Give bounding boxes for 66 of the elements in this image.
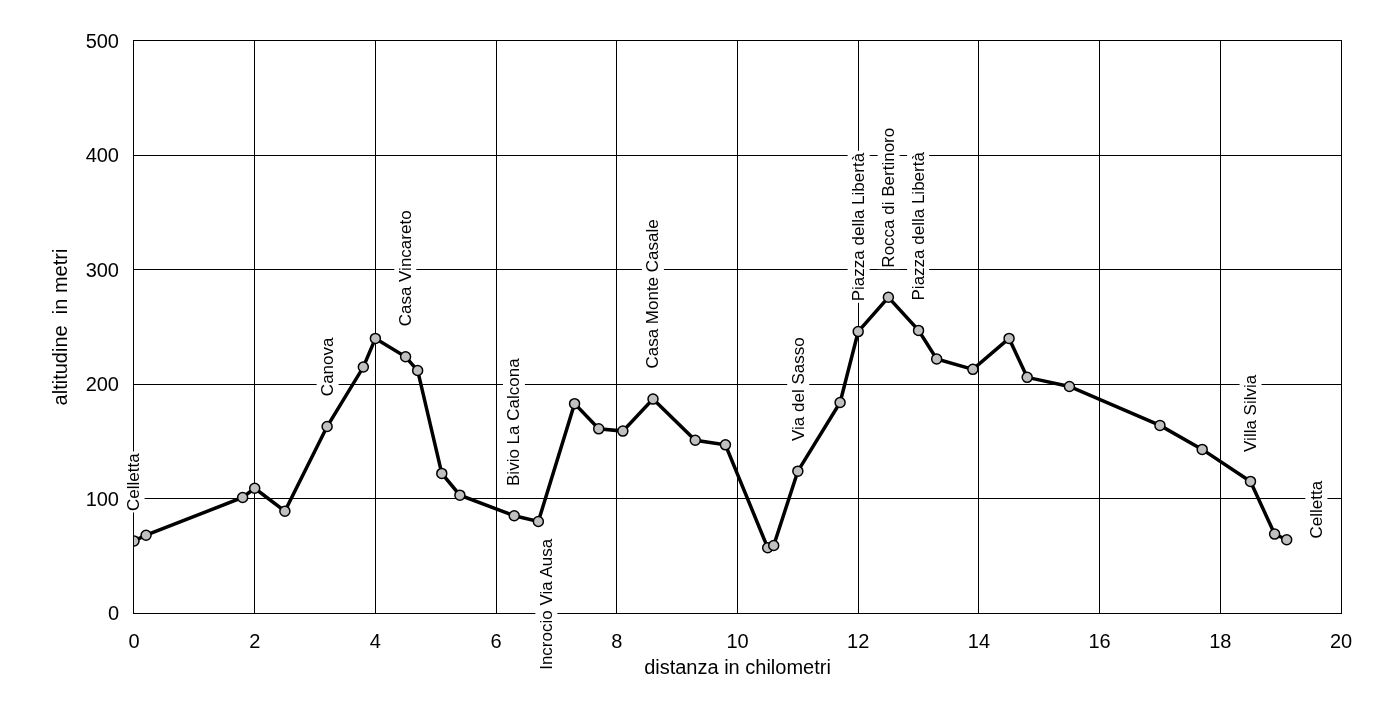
annotation: Via del Sasso bbox=[788, 337, 808, 441]
point bbox=[1021, 371, 1033, 384]
x-tick-label: 18 bbox=[1209, 630, 1232, 652]
x-tick-label: 0 bbox=[128, 630, 140, 652]
point bbox=[834, 396, 846, 409]
point bbox=[719, 439, 732, 451]
point bbox=[399, 350, 412, 363]
y-tick-label: 300 bbox=[85, 258, 119, 281]
point bbox=[1280, 534, 1293, 546]
x-tick-label: 20 bbox=[1329, 630, 1353, 652]
annotation: Incrocio Via Ausa bbox=[536, 538, 556, 670]
point bbox=[1244, 475, 1257, 488]
point bbox=[930, 353, 943, 365]
point bbox=[792, 465, 804, 477]
x-tick-label: 10 bbox=[726, 630, 749, 652]
point bbox=[411, 364, 424, 377]
point bbox=[454, 489, 466, 501]
annotation: Celletta bbox=[124, 452, 144, 511]
point bbox=[647, 393, 659, 405]
point bbox=[689, 434, 702, 447]
x-tick-label: 12 bbox=[847, 630, 870, 652]
x-tick-label: 4 bbox=[369, 630, 381, 652]
point bbox=[508, 510, 520, 522]
point bbox=[882, 291, 895, 304]
point bbox=[1268, 528, 1281, 540]
x-tick-label: 2 bbox=[249, 630, 261, 652]
point bbox=[1154, 419, 1166, 432]
point bbox=[248, 482, 261, 495]
x-tick-label: 8 bbox=[611, 630, 623, 652]
point bbox=[140, 529, 152, 541]
annotation: Casa Monte Casale bbox=[643, 219, 663, 369]
point bbox=[967, 363, 979, 376]
annotation: Villa Silvia bbox=[1241, 374, 1261, 452]
y-tick-label: 100 bbox=[85, 487, 119, 510]
point bbox=[1003, 332, 1015, 345]
y-tick-label: 400 bbox=[85, 144, 119, 167]
point bbox=[617, 425, 629, 437]
x-axis-title: distanza in chilometri bbox=[644, 655, 831, 678]
annotation: Piazza della Libertà bbox=[849, 152, 869, 302]
point bbox=[279, 505, 291, 517]
annotation: Bivio La Calcona bbox=[504, 357, 524, 486]
y-tick-label: 500 bbox=[85, 30, 119, 52]
annotation: Rocca di Bertinoro bbox=[879, 127, 899, 268]
point bbox=[357, 361, 370, 373]
point bbox=[1063, 380, 1076, 393]
point bbox=[321, 420, 333, 433]
point bbox=[236, 491, 249, 504]
y-tick-label: 200 bbox=[85, 373, 119, 396]
annotation: Casa Vincareto bbox=[395, 210, 415, 327]
point bbox=[592, 423, 605, 435]
x-tick-label: 14 bbox=[967, 630, 991, 652]
annotation: Piazza della Libertà bbox=[908, 151, 928, 301]
point bbox=[852, 325, 864, 338]
x-tick-label: 6 bbox=[490, 630, 502, 652]
point bbox=[369, 332, 382, 345]
annotation: Canova bbox=[318, 337, 338, 397]
point bbox=[436, 467, 448, 480]
x-tick-label: 16 bbox=[1088, 630, 1111, 652]
point bbox=[1196, 443, 1208, 456]
y-axis-title: altitudine in metri bbox=[49, 248, 72, 406]
point bbox=[912, 324, 925, 337]
point bbox=[532, 515, 545, 528]
y-tick-label: 0 bbox=[107, 602, 119, 624]
annotation: Celletta bbox=[1306, 480, 1326, 539]
point bbox=[767, 539, 780, 552]
point bbox=[568, 397, 581, 410]
